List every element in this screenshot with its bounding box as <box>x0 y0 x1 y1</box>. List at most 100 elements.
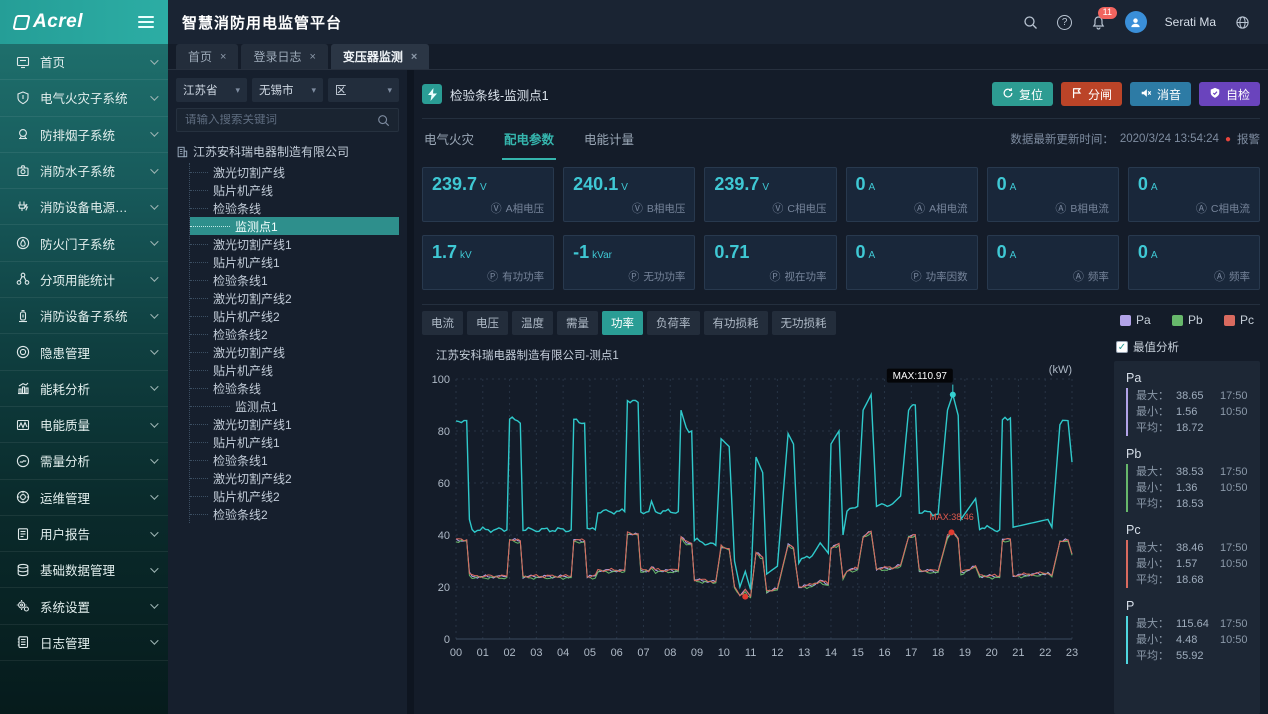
tree-item-7[interactable]: 激光切割产线2 <box>190 289 399 307</box>
card-unit: A <box>1009 250 1017 261</box>
sidebar-item-8[interactable]: 隐患管理 <box>0 334 168 371</box>
trip-button[interactable]: 分闸 <box>1060 82 1122 106</box>
reset-button[interactable]: 复位 <box>991 82 1053 106</box>
card-label: C相电流 <box>1210 202 1250 215</box>
chevron-down-icon <box>150 527 159 537</box>
legend-label: Pc <box>1239 313 1254 327</box>
menu-collapse-icon[interactable] <box>138 16 154 28</box>
tree-item-10[interactable]: 激光切割产线 <box>190 343 399 361</box>
tree-item-4[interactable]: 激光切割产线1 <box>190 235 399 253</box>
max-analysis-toggle[interactable]: ✓ 最值分析 <box>1116 339 1260 355</box>
tree-company-node[interactable]: 江苏安科瑞电器制造有限公司 <box>176 140 399 163</box>
chart-tab-2[interactable]: 温度 <box>512 311 553 335</box>
search-icon[interactable] <box>1023 14 1039 30</box>
sidebar-item-12[interactable]: 运维管理 <box>0 480 168 516</box>
hydrant-icon <box>19 309 27 322</box>
stat-min-label: 最小： <box>1136 406 1169 418</box>
alarm-label[interactable]: 报警 <box>1237 134 1260 146</box>
tree-item-8[interactable]: 贴片机产线2 <box>190 307 399 325</box>
sidebar-item-9[interactable]: 能耗分析 <box>0 371 168 407</box>
chart-tab-1[interactable]: 电压 <box>467 311 508 335</box>
tree-item-label: 贴片机产线1 <box>213 435 280 450</box>
language-globe-icon[interactable] <box>1234 14 1250 30</box>
page-tab-1[interactable]: 登录日志 × <box>241 44 328 69</box>
param-tab-0[interactable]: 电气火灾 <box>424 132 475 147</box>
selfcheck-button[interactable]: 自检 <box>1198 82 1260 106</box>
avatar[interactable] <box>1124 11 1147 33</box>
tree-item-1[interactable]: 贴片机产线 <box>190 181 399 199</box>
mute-icon <box>1140 87 1152 102</box>
close-icon[interactable]: × <box>220 50 227 63</box>
search-input[interactable] <box>185 114 377 126</box>
sidebar-item-2[interactable]: 防排烟子系统 <box>0 117 168 153</box>
tree-item-5[interactable]: 贴片机产线1 <box>190 253 399 271</box>
sidebar-item-6[interactable]: 分项用能统计 <box>0 262 168 299</box>
param-tab-1[interactable]: 配电参数 <box>502 119 557 160</box>
tree-item-0[interactable]: 激光切割产线 <box>190 163 399 181</box>
power-trend-chart[interactable]: 0 20 40 60 80 100 00 01 02 03 04 05 06 07 08 09 10 11 12 13… <box>422 363 1082 663</box>
legend-item-Pb[interactable]: Pb <box>1171 313 1203 327</box>
chart-tab-6[interactable]: 有功损耗 <box>703 311 768 335</box>
tree-item-12[interactable]: 检验条线 <box>190 379 399 397</box>
close-icon[interactable]: × <box>410 50 418 63</box>
tree-connector <box>190 351 208 353</box>
sidebar-item-3[interactable]: 消防水子系统 <box>0 153 168 190</box>
region-select-2[interactable]: 区 ▾ <box>328 78 399 102</box>
card-label: A相电压 <box>505 202 545 215</box>
region-select-1[interactable]: 无锡市 ▾ <box>252 78 323 102</box>
stat-block-Pc: Pc 最大： 38.46 17:50 最小： 1.57 10:50 平均： 18.68 <box>1126 523 1250 588</box>
sidebar-item-16[interactable]: 日志管理 <box>0 625 168 662</box>
page-tab-0[interactable]: 首页 × <box>176 44 239 69</box>
device-tree-panel: 江苏省▾无锡市▾区▾ 江苏安科瑞电器制造有限公司激光切割产线贴片机产线检验条线监… <box>168 70 414 714</box>
chart-tab-3[interactable]: 需量 <box>557 311 598 335</box>
region-selects: 江苏省 ▾ 无锡市 ▾ 区 ▾ <box>176 78 399 102</box>
card-unit: A <box>868 250 876 261</box>
close-icon[interactable]: × <box>309 50 316 63</box>
legend-item-Pa[interactable]: Pa <box>1120 313 1151 327</box>
chart-tab-0[interactable]: 电流 <box>422 311 463 335</box>
sidebar-item-13[interactable]: 用户报告 <box>0 516 168 553</box>
monitor-point-title: 检验条线-监测点1 <box>450 88 549 103</box>
tree-connector <box>190 369 208 371</box>
svg-text:01: 01 <box>477 647 489 659</box>
logo-text: Acrel <box>33 11 84 32</box>
tree-item-17[interactable]: 激光切割产线2 <box>190 469 399 487</box>
param-tab-2[interactable]: 电能计量 <box>584 132 635 147</box>
tree-item-19[interactable]: 检验条线2 <box>190 505 399 523</box>
tree-item-14[interactable]: 激光切割产线1 <box>190 415 399 433</box>
search-icon[interactable] <box>377 114 390 127</box>
sidebar-item-4[interactable]: 消防设备电源子系统 <box>0 189 168 226</box>
sidebar-item-15[interactable]: 系统设置 <box>0 588 168 625</box>
chart-tab-4[interactable]: 功率 <box>602 311 643 335</box>
tree-item-16[interactable]: 检验条线1 <box>190 451 399 469</box>
page-tab-2[interactable]: 变压器监测 × <box>330 44 430 69</box>
sidebar-item-0[interactable]: 首页 <box>0 44 168 81</box>
tree-item-18[interactable]: 贴片机产线2 <box>190 487 399 505</box>
update-time-label: 数据最新更新时间： <box>1010 134 1114 146</box>
sidebar-item-11[interactable]: 需量分析 <box>0 443 168 480</box>
tree-item-2[interactable]: 检验条线 <box>190 199 399 217</box>
sidebar-item-5[interactable]: 防火门子系统 <box>0 225 168 262</box>
sidebar-item-1[interactable]: 电气火灾子系统 <box>0 80 168 117</box>
sidebar-item-7[interactable]: 消防设备子系统 <box>0 298 168 335</box>
mute-button[interactable]: 消音 <box>1129 82 1191 106</box>
sidebar-item-10[interactable]: 电能质量 <box>0 407 168 444</box>
tree-item-selected[interactable]: 监测点1 <box>190 217 399 235</box>
tree-item-11[interactable]: 贴片机产线 <box>190 361 399 379</box>
tree-item-13[interactable]: 监测点1 <box>190 397 399 415</box>
checkbox-checked-icon[interactable]: ✓ <box>1116 341 1128 353</box>
tree-item-6[interactable]: 检验条线1 <box>190 271 399 289</box>
tree-item-9[interactable]: 检验条线2 <box>190 325 399 343</box>
chart-tab-5[interactable]: 负荷率 <box>647 311 700 335</box>
chevron-down-icon <box>150 128 159 138</box>
bell-icon[interactable]: 11 <box>1091 7 1117 30</box>
chart-tab-7[interactable]: 无功损耗 <box>771 311 836 335</box>
svg-text:05: 05 <box>584 647 596 659</box>
sidebar-item-14[interactable]: 基础数据管理 <box>0 552 168 589</box>
region-select-0[interactable]: 江苏省 ▾ <box>176 78 247 102</box>
legend-item-Pc[interactable]: Pc <box>1223 313 1254 327</box>
user-name[interactable]: Serati Ma <box>1164 15 1216 29</box>
tree-item-15[interactable]: 贴片机产线1 <box>190 433 399 451</box>
help-icon[interactable]: ? <box>1057 14 1073 30</box>
